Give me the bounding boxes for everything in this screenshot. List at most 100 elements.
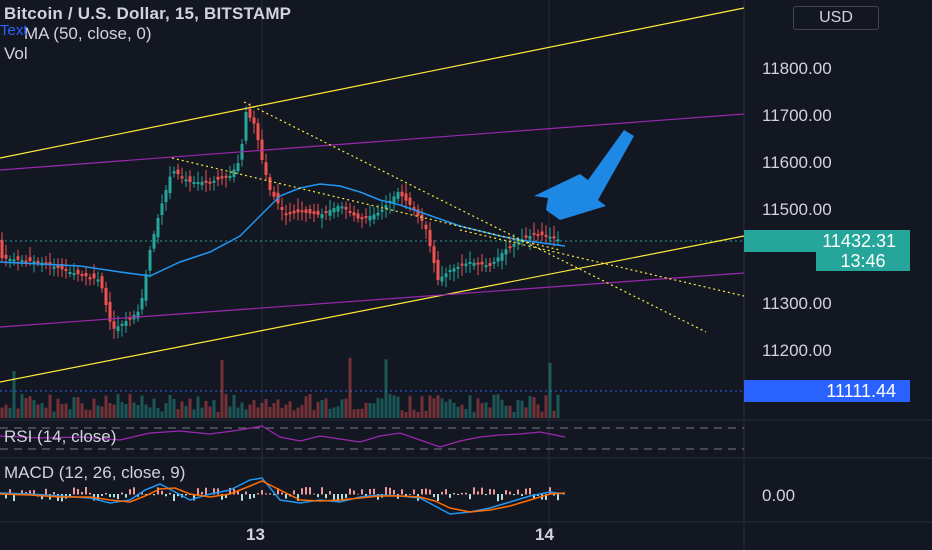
candle-body bbox=[80, 274, 84, 277]
volume-bar bbox=[168, 394, 172, 418]
candle-body bbox=[92, 273, 96, 279]
price-label-11700: 11700.00 bbox=[762, 106, 832, 125]
volume-bar bbox=[132, 402, 136, 418]
candle-body bbox=[200, 182, 204, 186]
volume-bar bbox=[384, 359, 388, 418]
macd-hist-bar bbox=[305, 487, 307, 495]
macd-hist-bar bbox=[141, 492, 143, 495]
volume-bar bbox=[20, 394, 24, 418]
volume-bar bbox=[328, 408, 332, 418]
volume-bar bbox=[496, 394, 500, 418]
candle-body bbox=[292, 210, 296, 214]
candle-body bbox=[332, 208, 336, 213]
candle-body bbox=[504, 249, 508, 255]
arrow-annotation[interactable] bbox=[534, 130, 634, 220]
macd-hist-bar bbox=[549, 487, 551, 495]
macd-hist-bar bbox=[177, 494, 179, 497]
macd-hist-bar bbox=[297, 494, 299, 501]
candle-body bbox=[524, 235, 528, 238]
macd-hist-bar bbox=[69, 494, 71, 498]
candle-body bbox=[480, 261, 484, 265]
volume-bar bbox=[80, 403, 84, 418]
macd-hist-bar bbox=[509, 491, 511, 495]
macd-hist-bar bbox=[265, 493, 267, 495]
rsi-legend[interactable]: RSI (14, close) bbox=[4, 427, 117, 446]
rsi-line bbox=[0, 425, 566, 448]
candle-body bbox=[304, 209, 308, 213]
candle-body bbox=[428, 229, 432, 247]
volume-bar bbox=[320, 400, 324, 418]
volume-bar bbox=[236, 407, 240, 418]
alert-price-badge[interactable]: 11111.44 bbox=[744, 380, 910, 402]
currency-button[interactable]: USD bbox=[793, 6, 879, 30]
candle-body bbox=[508, 246, 512, 249]
volume-bar bbox=[360, 408, 364, 418]
candle-body bbox=[8, 259, 12, 261]
macd-hist-bar bbox=[429, 489, 431, 495]
volume-bar bbox=[504, 405, 508, 418]
ma-legend[interactable]: MA (50, close, 0) bbox=[24, 24, 152, 43]
volume-bar bbox=[92, 398, 96, 418]
candle-body bbox=[20, 260, 24, 263]
macd-hist-bar bbox=[197, 488, 199, 495]
macd-hist-bar bbox=[205, 487, 207, 495]
macd-signal-line bbox=[0, 480, 566, 513]
candle-body bbox=[548, 236, 552, 239]
macd-hist-bar bbox=[349, 488, 351, 495]
symbol-title[interactable]: Bitcoin / U.S. Dollar, 15, BITSTAMP bbox=[4, 4, 292, 23]
candle-body bbox=[84, 273, 88, 277]
macd-hist-bar bbox=[493, 489, 495, 495]
volume-bar bbox=[128, 394, 132, 418]
macd-hist-bar bbox=[261, 490, 263, 495]
volume-bar bbox=[172, 398, 176, 418]
vol-legend[interactable]: Vol bbox=[4, 44, 28, 63]
candle-body bbox=[352, 212, 356, 216]
price-label-11800: 11800.00 bbox=[762, 59, 832, 78]
candle-body bbox=[528, 236, 532, 240]
volume-bar bbox=[72, 397, 76, 418]
text-tag[interactable]: Text bbox=[0, 22, 28, 39]
volume-bar bbox=[372, 403, 376, 418]
volume-bar bbox=[348, 357, 352, 418]
candle-body bbox=[308, 209, 312, 214]
macd-hist-bar bbox=[445, 489, 447, 495]
candle-body bbox=[284, 213, 288, 216]
macd-hist-bar bbox=[321, 487, 323, 495]
macd-hist-bar bbox=[89, 492, 91, 495]
volume-bar bbox=[144, 404, 148, 418]
volume-bar bbox=[140, 395, 144, 418]
volume-bar bbox=[396, 396, 400, 418]
candle-body bbox=[328, 210, 332, 216]
volume-bar bbox=[428, 395, 432, 418]
volume-bar bbox=[204, 400, 208, 418]
macd-hist-bar bbox=[105, 492, 107, 495]
volume-bar bbox=[532, 397, 536, 418]
macd-hist-bar bbox=[557, 494, 559, 501]
candle-body bbox=[384, 205, 388, 209]
macd-hist-bar bbox=[373, 488, 375, 495]
macd-hist-bar bbox=[253, 494, 255, 498]
macd-hist-bar bbox=[269, 493, 271, 495]
candle-body bbox=[396, 192, 400, 199]
macd-hist-bar bbox=[489, 488, 491, 495]
volume-bar bbox=[316, 401, 320, 418]
candle-body bbox=[272, 191, 276, 197]
volume-bar bbox=[100, 406, 104, 418]
volume-bar bbox=[124, 404, 128, 418]
macd-legend[interactable]: MACD (12, 26, close, 9) bbox=[4, 463, 186, 482]
candle-body bbox=[532, 232, 536, 235]
volume-bar bbox=[96, 405, 100, 418]
candle-body bbox=[72, 273, 76, 276]
candle-body bbox=[56, 264, 60, 268]
volume-bar bbox=[412, 409, 416, 418]
candle-body bbox=[536, 234, 540, 237]
candle-body bbox=[224, 175, 228, 178]
volume-bar bbox=[400, 410, 404, 418]
candle-body bbox=[380, 209, 384, 212]
candle-body bbox=[516, 241, 520, 244]
volume-bar bbox=[440, 398, 444, 418]
macd-hist-bar bbox=[325, 494, 327, 499]
candle-body bbox=[136, 311, 140, 319]
trendline-lower bbox=[0, 235, 745, 383]
